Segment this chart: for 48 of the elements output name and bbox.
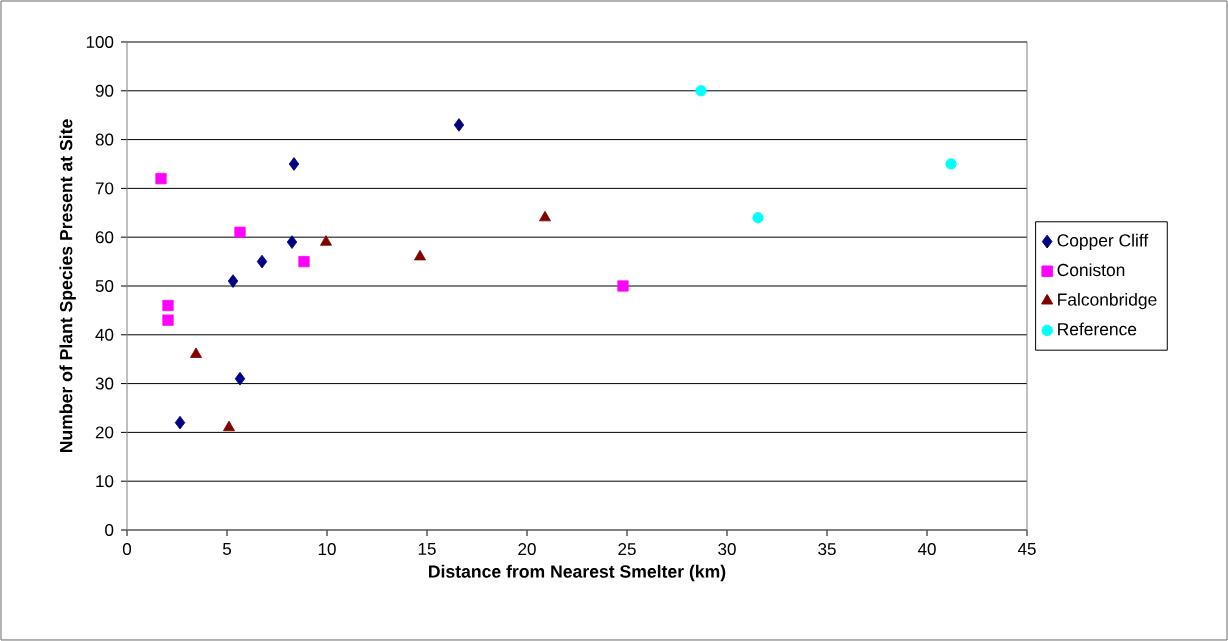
legend-label: Coniston	[1057, 263, 1125, 277]
point	[298, 255, 310, 268]
y-tick-label: 0	[105, 523, 114, 536]
y-tick-label: 70	[95, 182, 114, 195]
y-axis-title: Number of Plant Species Present at Site	[59, 119, 76, 453]
point	[162, 314, 174, 326]
x-tick-label: 20	[518, 543, 536, 556]
y-tick-label: 100	[86, 35, 114, 48]
point	[227, 274, 239, 288]
point	[414, 249, 426, 261]
x-tick-label: 5	[222, 543, 232, 555]
point	[945, 158, 957, 170]
x-tick-label: 30	[718, 543, 736, 556]
x-tick-label: 40	[917, 543, 936, 556]
point	[695, 85, 707, 97]
point	[320, 235, 332, 246]
y-tick-label: 10	[96, 475, 114, 488]
x-tick-label: 15	[418, 543, 436, 555]
y-tick-label: 80	[95, 133, 114, 146]
point	[752, 212, 764, 224]
point	[234, 371, 246, 386]
point	[453, 118, 465, 132]
point	[190, 347, 202, 358]
x-tick-label: 0	[122, 543, 132, 556]
x-tick-label: 10	[318, 543, 336, 556]
y-tick-label: 30	[95, 377, 114, 390]
x-tick-label: 35	[818, 543, 836, 556]
x-tick-label: 45	[1017, 543, 1036, 555]
legend-label: Falconbridge	[1058, 293, 1157, 310]
legend-label: Reference	[1058, 322, 1137, 336]
point	[155, 173, 167, 185]
point	[174, 415, 186, 430]
point	[286, 235, 298, 249]
y-tick-label: 40	[95, 328, 114, 341]
point	[539, 210, 551, 222]
point	[256, 254, 268, 269]
point	[223, 420, 235, 432]
point	[234, 226, 246, 238]
point	[162, 299, 174, 312]
y-tick-label: 90	[95, 84, 114, 97]
point	[288, 157, 300, 171]
legend-label: Copper Cliff	[1057, 233, 1149, 250]
x-axis-title: Distance from Nearest Smelter (km)	[429, 564, 726, 582]
x-tick-label: 25	[618, 543, 636, 556]
y-tick-label: 20	[95, 426, 114, 439]
point	[617, 280, 629, 292]
y-tick-label: 60	[95, 231, 114, 244]
y-tick-label: 50	[95, 279, 114, 292]
